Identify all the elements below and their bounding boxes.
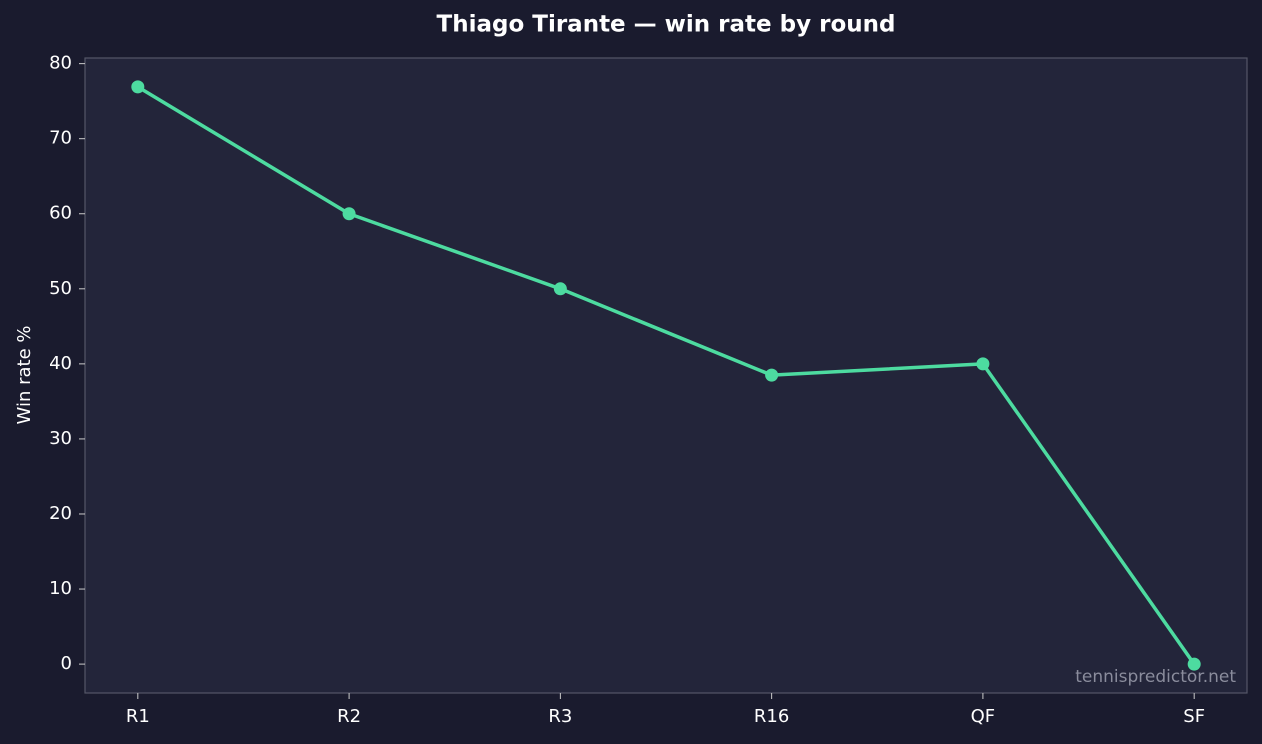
line (136, 85, 1196, 666)
y-tick-label: 70 (49, 128, 72, 149)
y-tick-label: 0 (61, 653, 72, 674)
x-tick-label: R2 (337, 706, 361, 727)
chart-title: Thiago Tirante — win rate by round (437, 12, 896, 38)
y-tick-label: 20 (49, 503, 72, 524)
y-tick-label: 80 (49, 53, 72, 74)
y-axis-label: Win rate % (14, 326, 35, 425)
y-tick-label: 10 (49, 578, 72, 599)
marker (342, 207, 356, 221)
y-tick-label: 40 (49, 353, 72, 374)
marker (553, 282, 567, 296)
marker (976, 357, 990, 371)
x-tick-label: SF (1183, 706, 1205, 727)
plot-area (84, 57, 1248, 694)
x-tick-label: R1 (126, 706, 150, 727)
marker (131, 80, 145, 94)
x-tick-label: QF (971, 706, 996, 727)
marker (1187, 657, 1201, 671)
y-tick-label: 60 (49, 203, 72, 224)
y-tick-label: 50 (49, 278, 72, 299)
y-tick-label: 30 (49, 428, 72, 449)
marker (765, 368, 779, 382)
x-tick-label: R3 (548, 706, 572, 727)
watermark: tennispredictor.net (1075, 667, 1236, 687)
x-tick-label: R16 (754, 706, 789, 727)
